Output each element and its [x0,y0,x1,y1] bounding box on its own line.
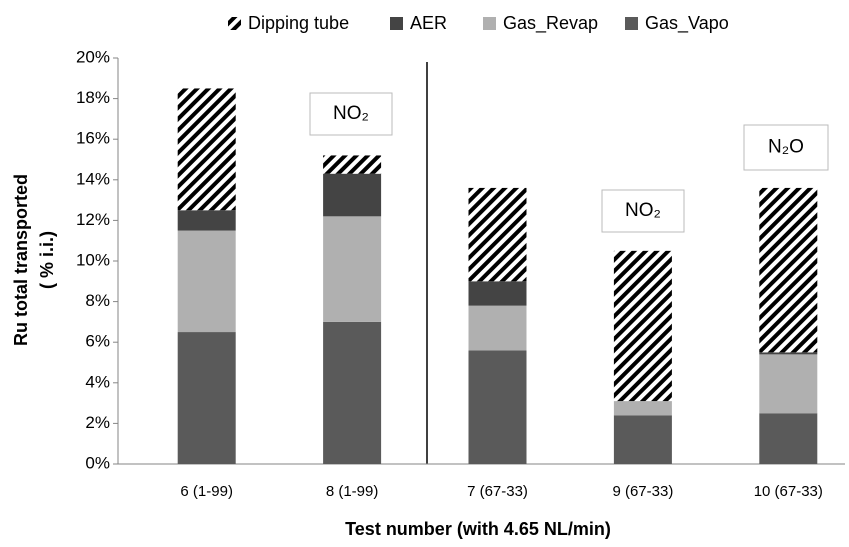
y-tick-label: 8% [85,291,110,310]
y-tick-label: 10% [76,250,110,269]
bar-segment [613,250,672,402]
y-axis-label-line: Ru total transported [11,174,31,346]
bar-segment [759,354,818,414]
y-tick-label: 0% [85,453,110,472]
legend-swatch [228,17,241,30]
bar-segment [177,210,236,231]
y-tick-label: 20% [76,47,110,66]
y-axis-label-line: ( % i.i.) [37,231,57,289]
y-tick-label: 12% [76,210,110,229]
annotation-box [743,124,829,171]
y-tick-label: 2% [85,413,110,432]
bar-segment [323,173,382,217]
y-tick-label: 4% [85,372,110,391]
bar-segment [613,401,672,416]
legend-label: Gas_Revap [503,13,598,34]
annotation: NO₂ [333,103,369,124]
x-tick-label: 7 (67-33) [467,483,528,500]
x-tick-label: 10 (67-33) [754,483,823,500]
bar-segment [759,187,818,353]
bar-segment [177,88,236,211]
bar-segment [468,281,527,306]
y-tick-label: 14% [76,169,110,188]
bar-segment [323,155,382,174]
y-tick-label: 18% [76,88,110,107]
x-tick-label: 9 (67-33) [612,483,673,500]
bar-segment [468,305,527,351]
annotation-box [309,92,393,136]
bar-segment [759,352,818,355]
bar-segment [177,230,236,333]
y-axis-label: Ru total transported ( % i.i.) [11,174,57,346]
bar-segment [177,332,236,464]
y-tick-label: 16% [76,129,110,148]
annotation: NO₂ [625,200,661,221]
bar-segment [468,187,527,282]
legend-label: AER [410,13,447,33]
legend-swatch [625,17,638,30]
legend-swatch [483,17,496,30]
legend-label: Dipping tube [248,13,349,33]
bar-segment [613,415,672,464]
annotation-box [601,189,685,233]
annotation: N₂O [768,137,804,158]
x-tick-label: 8 (1-99) [326,483,379,500]
bar-segment [759,413,818,464]
x-tick-label: 6 (1-99) [180,483,233,500]
legend-swatch [390,17,403,30]
legend-label: Gas_Vapo [645,13,729,34]
y-tick-label: 6% [85,332,110,351]
bar-segment [468,350,527,464]
x-axis-label: Test number (with 4.65 NL/min) [345,519,611,539]
bar-segment [323,216,382,322]
bar-segment [323,321,382,464]
